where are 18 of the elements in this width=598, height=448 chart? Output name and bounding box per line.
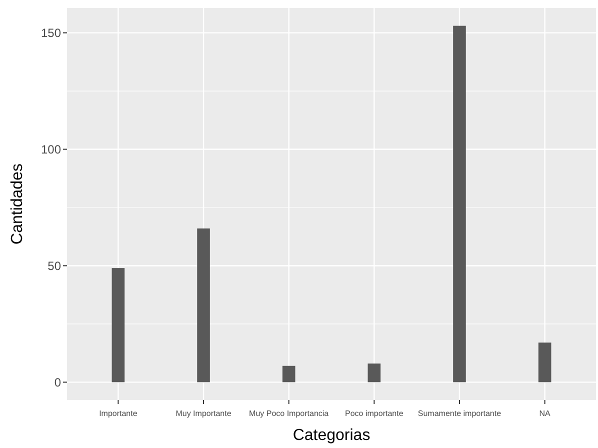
- x-tick-label: Muy Poco Importancia: [249, 409, 330, 418]
- y-tick-label: 50: [48, 258, 62, 273]
- bar: [282, 366, 296, 382]
- x-tick-label: Importante: [99, 409, 138, 418]
- bar: [453, 26, 466, 382]
- bar: [538, 342, 552, 382]
- x-tick-label: Muy Importante: [176, 409, 232, 418]
- x-axis-title: Categorias: [292, 427, 370, 444]
- x-tick-label: Sumamente importante: [418, 409, 502, 418]
- y-tick-label: 100: [40, 142, 62, 156]
- y-tick-label: 150: [40, 26, 62, 40]
- bar: [112, 268, 125, 382]
- x-tick-label: NA: [539, 409, 552, 418]
- y-axis-title: Cantidades: [9, 164, 26, 244]
- x-tick-label: Poco importante: [345, 409, 404, 418]
- y-tick-label: 0: [54, 375, 62, 390]
- bar: [197, 228, 210, 382]
- bar: [368, 364, 381, 382]
